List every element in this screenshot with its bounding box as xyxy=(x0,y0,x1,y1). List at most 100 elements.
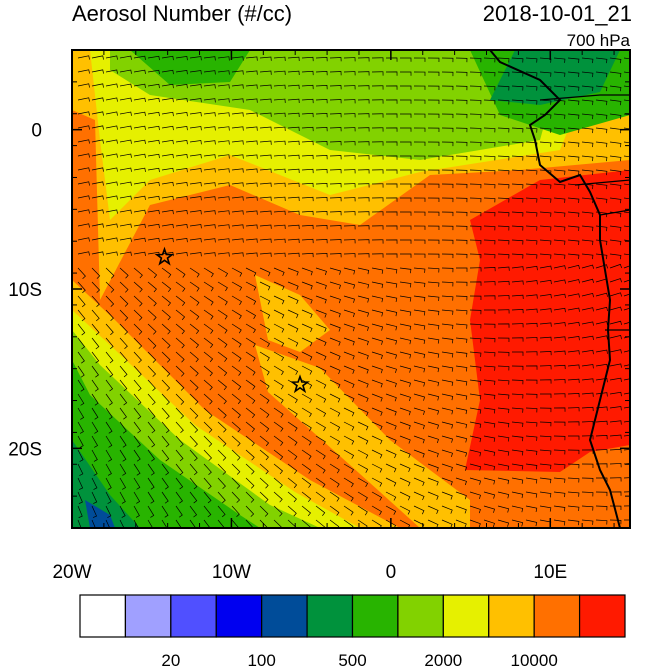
colorbar-box xyxy=(261,594,308,638)
wind-barb xyxy=(245,449,255,461)
wind-barb xyxy=(441,337,454,344)
colorbar-label: 500 xyxy=(338,651,366,667)
wind-barb xyxy=(609,169,622,176)
wind-barb xyxy=(525,322,538,328)
wind-barb xyxy=(623,392,630,395)
wind-barb xyxy=(623,155,630,158)
wind-barb xyxy=(133,491,141,504)
wind-barb xyxy=(427,463,439,472)
wind-barb xyxy=(581,519,594,525)
wind-barb xyxy=(119,379,128,392)
wind-barb xyxy=(483,365,496,371)
wind-barb xyxy=(623,253,630,256)
wind-barb xyxy=(133,181,146,186)
wind-barb xyxy=(567,113,580,119)
wind-barb xyxy=(567,225,580,231)
wind-barb xyxy=(427,197,440,203)
wind-barb xyxy=(287,238,300,244)
wind-barb xyxy=(119,153,132,158)
wind-barb xyxy=(203,154,216,159)
wind-barb xyxy=(119,69,132,74)
wind-barb xyxy=(595,155,608,162)
wind-barb xyxy=(609,491,622,496)
wind-barb xyxy=(175,463,184,476)
wind-barb xyxy=(469,57,482,63)
wind-barb xyxy=(497,155,510,161)
wind-barb xyxy=(315,169,328,174)
wind-barb xyxy=(581,349,594,355)
wind-barb xyxy=(595,85,608,92)
wind-barb xyxy=(147,139,160,145)
wind-barb xyxy=(175,323,185,335)
wind-barb xyxy=(203,98,216,103)
wind-barb xyxy=(315,323,327,332)
wind-barb xyxy=(427,57,440,63)
wind-barb xyxy=(329,183,342,188)
wind-barb xyxy=(259,210,272,215)
wind-barb xyxy=(287,337,299,347)
wind-barb xyxy=(119,407,127,420)
wind-barb xyxy=(147,111,160,117)
wind-barb xyxy=(413,323,426,330)
wind-barb xyxy=(469,99,482,105)
wind-barb xyxy=(175,126,188,131)
wind-barb xyxy=(259,379,270,390)
wind-barb xyxy=(133,365,142,378)
wind-barb xyxy=(371,197,384,202)
wind-barb xyxy=(483,477,496,485)
wind-barb xyxy=(525,519,538,527)
wind-barb xyxy=(91,295,100,308)
wind-barb xyxy=(623,350,630,353)
wind-barb xyxy=(595,420,608,425)
wind-barb xyxy=(413,393,426,401)
wind-barb xyxy=(399,505,411,515)
wind-barb xyxy=(77,55,90,60)
wind-barb xyxy=(357,491,368,502)
wind-barb xyxy=(385,197,398,202)
wind-barb xyxy=(175,365,185,377)
wind-barb xyxy=(175,309,186,321)
wind-barb xyxy=(217,463,227,475)
wind-barb xyxy=(217,281,228,292)
wind-barb xyxy=(497,505,510,513)
wind-barb xyxy=(77,379,85,392)
wind-barb xyxy=(77,491,83,504)
wind-barb xyxy=(77,449,84,462)
wind-barb xyxy=(105,55,118,60)
wind-barb xyxy=(189,505,198,518)
wind-barb xyxy=(525,169,538,175)
wind-barb xyxy=(315,477,326,488)
wind-barb xyxy=(91,351,100,364)
wind-barb xyxy=(427,421,439,429)
wind-barb xyxy=(357,127,370,132)
wind-barb xyxy=(77,351,85,364)
wind-barb xyxy=(343,99,356,104)
wind-barb xyxy=(315,337,327,347)
wind-barb xyxy=(525,211,538,217)
wind-barb xyxy=(385,435,397,444)
wind-barb xyxy=(119,237,132,242)
wind-barb xyxy=(539,141,552,147)
wind-barb xyxy=(329,407,341,417)
wind-barb xyxy=(483,183,496,189)
wind-barb xyxy=(581,225,594,232)
wind-barb xyxy=(273,477,283,489)
wind-barb xyxy=(119,295,129,307)
wind-barb xyxy=(259,351,270,362)
wind-barb xyxy=(567,364,580,369)
wind-barb xyxy=(77,309,86,322)
wind-barb xyxy=(623,378,630,381)
wind-barb xyxy=(399,85,412,90)
wind-barb xyxy=(273,421,284,432)
wind-barb xyxy=(273,98,286,103)
wind-barb xyxy=(245,519,254,528)
wind-barb xyxy=(105,323,114,336)
wind-barb xyxy=(245,421,256,433)
wind-barb xyxy=(329,85,342,90)
wind-barb xyxy=(567,85,580,91)
wind-barb xyxy=(329,113,342,118)
wind-barb xyxy=(245,140,258,145)
wind-barb xyxy=(217,519,225,528)
wind-barb xyxy=(231,407,241,419)
wind-barb xyxy=(343,519,354,528)
